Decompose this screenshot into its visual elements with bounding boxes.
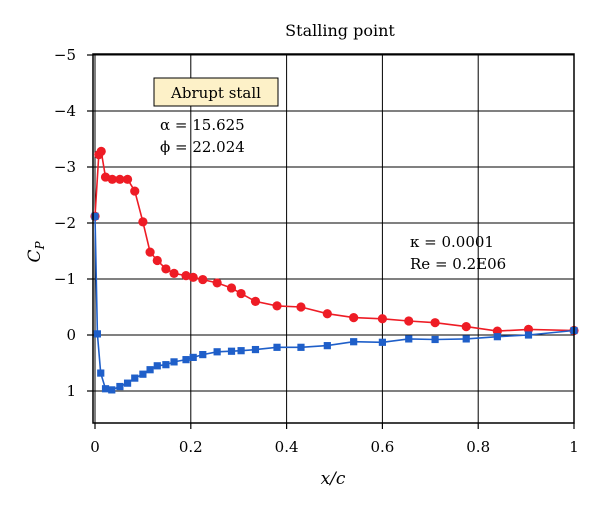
x-tick-label: 0.8: [466, 438, 490, 456]
series-1-point: [405, 335, 413, 343]
series-1-point: [131, 374, 139, 382]
x-tick-label: 0.6: [370, 438, 394, 456]
series-0-point: [130, 186, 140, 196]
series-0-point: [161, 264, 171, 274]
series-1-point: [189, 353, 197, 361]
y-tick-label: −4: [54, 102, 76, 120]
series-1-point: [493, 333, 501, 341]
series-1-point: [350, 338, 358, 346]
series-1-point: [101, 385, 110, 393]
series-1-point: [93, 330, 101, 338]
annotation-box-text: Abrupt stall: [170, 84, 261, 102]
series-1-point: [237, 347, 245, 355]
series-1-point: [378, 338, 386, 346]
series-1-point: [227, 347, 236, 355]
x-tick-label: 1: [569, 438, 579, 456]
series-0-point: [138, 217, 148, 227]
series-0-point: [272, 301, 282, 311]
series-0-point: [461, 322, 471, 332]
chart-title: Stalling point: [285, 21, 395, 40]
annotation-box: [153, 77, 279, 107]
series-0-point: [250, 296, 261, 306]
plot-frame: [92, 53, 575, 424]
series-0-point: [296, 302, 306, 312]
series-1-point: [153, 362, 161, 370]
series-1-point: [524, 331, 533, 339]
y-tick-label: −2: [54, 214, 76, 232]
series-1-point: [323, 342, 331, 350]
series-1-point: [297, 343, 305, 351]
series-0-point: [96, 146, 106, 156]
series-1-point: [146, 366, 154, 374]
y-tick-label: −3: [54, 158, 76, 176]
series-0-point: [430, 318, 440, 328]
series-0-point: [322, 309, 332, 319]
series-0-point: [236, 288, 246, 299]
series-0-point: [115, 174, 125, 184]
x-tick-label: 0.2: [179, 438, 203, 456]
series-0-point: [107, 174, 117, 184]
series-layer: [90, 146, 579, 394]
series-0-point: [226, 283, 237, 293]
series-1-point: [182, 356, 190, 364]
annotation-re: Re = 0.2E06: [410, 255, 506, 273]
series-0-point: [188, 272, 198, 282]
series-1-point: [251, 345, 260, 354]
series-0-point: [181, 271, 191, 281]
series-1-point: [273, 343, 281, 351]
series-1-point: [97, 369, 105, 377]
series-0-point: [198, 274, 208, 285]
series-0-point: [152, 255, 162, 266]
series-1-point: [123, 379, 132, 387]
series-1-point: [91, 212, 99, 220]
series-1-point: [116, 382, 124, 391]
series-0-point: [349, 313, 359, 323]
annotation-kappa: κ = 0.0001: [410, 233, 494, 251]
series-0-point: [169, 268, 179, 278]
x-axis-label: x/c: [321, 469, 346, 489]
series-0-point: [377, 314, 387, 324]
x-tick-label: 0: [90, 438, 100, 456]
series-1-point: [213, 348, 221, 356]
annotation-phi: ϕ = 22.024: [160, 138, 245, 156]
series-1-point: [170, 358, 178, 366]
y-tick-label: 1: [66, 382, 76, 400]
annotation-alpha: α = 15.625: [160, 116, 245, 134]
y-tick-label: −5: [54, 46, 76, 64]
series-0-point: [145, 247, 155, 257]
series-1-point: [139, 370, 147, 378]
series-1-point: [108, 386, 116, 394]
y-tick-label: 0: [66, 326, 76, 344]
ticks: 0 0.2 0.4 0.6 0.8 1 −5 −4 −3 −2 −1 0 1: [54, 46, 579, 456]
series-1-point: [199, 351, 207, 359]
series-0-point: [122, 174, 133, 184]
x-tick-label: 0.4: [275, 438, 299, 456]
series-0-point: [212, 278, 222, 288]
y-axis-label: CP: [25, 241, 47, 263]
series-1-point: [162, 361, 170, 369]
series-1-point: [431, 335, 439, 344]
series-1-point: [462, 335, 470, 343]
y-tick-label: −1: [54, 270, 76, 288]
grid: [93, 54, 575, 423]
series-0-point: [404, 316, 414, 326]
